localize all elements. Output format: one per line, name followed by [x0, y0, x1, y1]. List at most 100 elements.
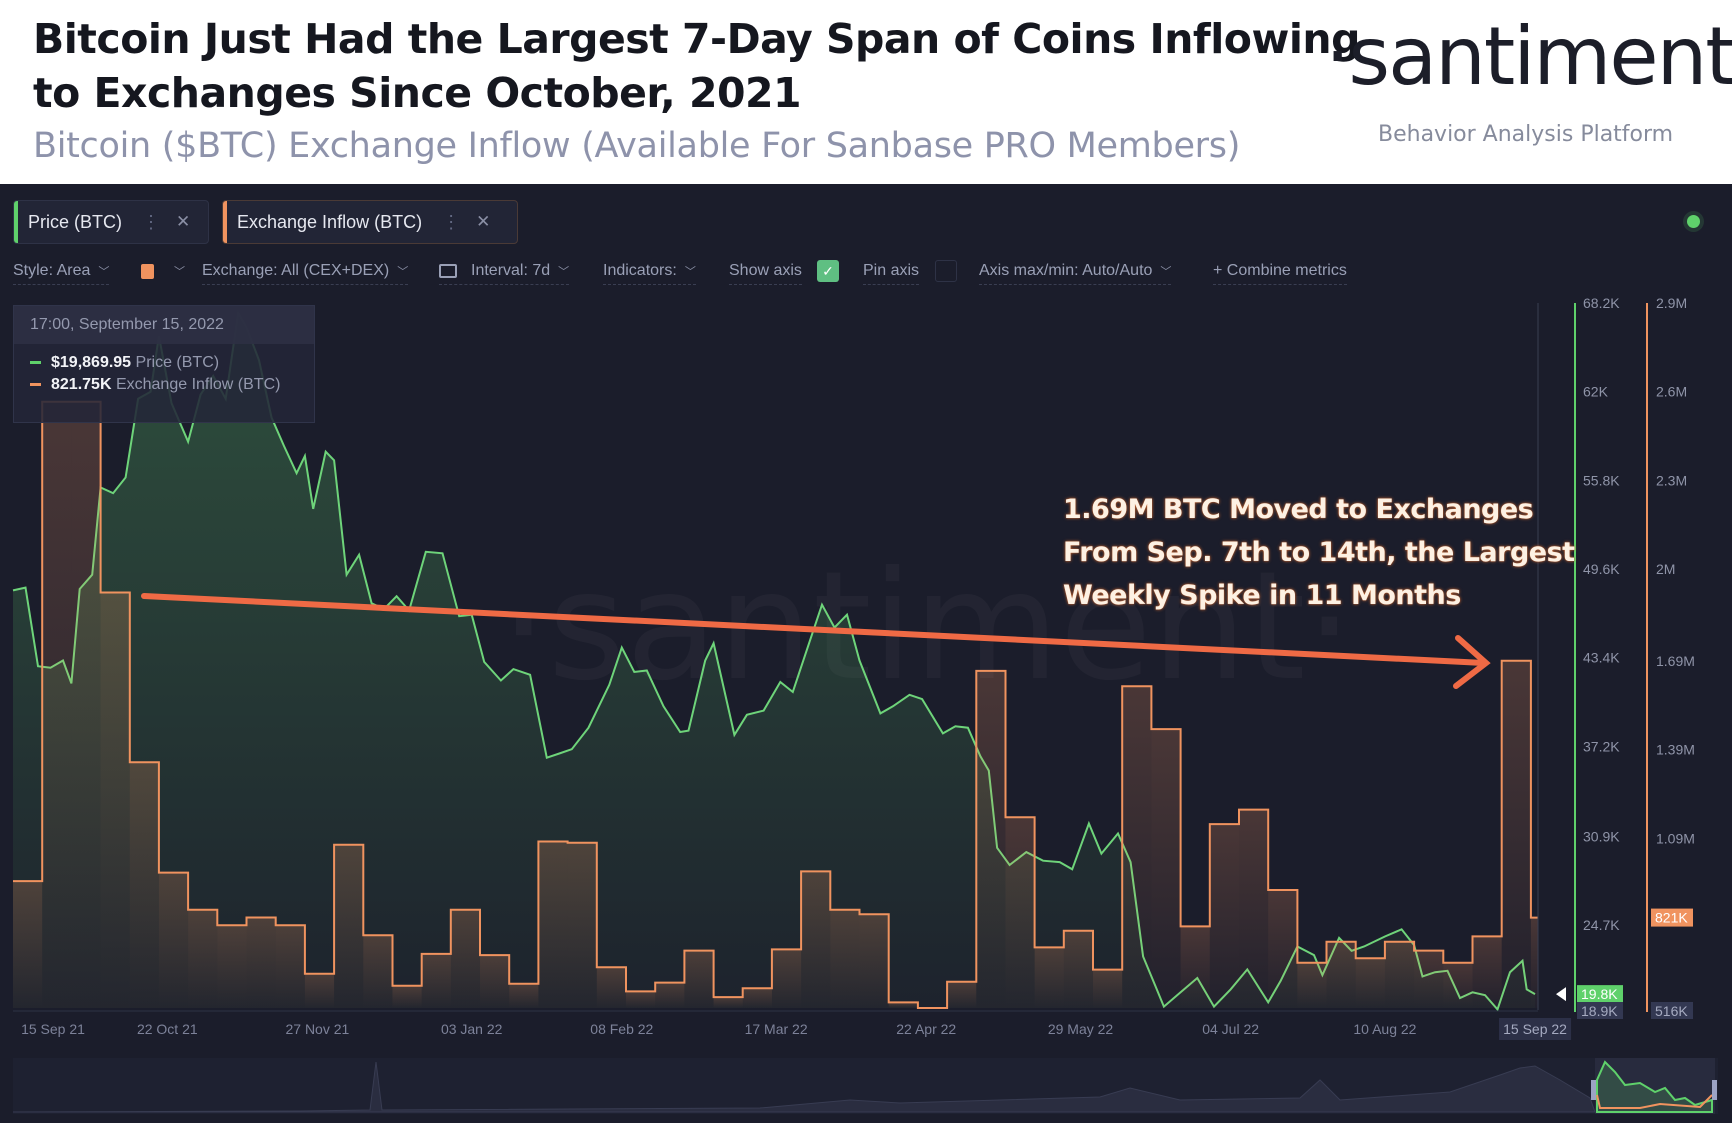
inflow-week-bar	[567, 842, 597, 1008]
minimap-history-area	[12, 1061, 1596, 1113]
tooltip-price-row: $19,869.95 Price (BTC)	[14, 354, 314, 372]
page-title: Bitcoin Just Had the Largest 7-Day Span …	[33, 12, 1360, 120]
inflow-week-bar	[1472, 936, 1502, 1008]
inflow-week-bar	[1384, 941, 1415, 1008]
inflow-week-bar	[71, 401, 101, 1008]
x-tick-label: 27 Nov 21	[285, 1021, 349, 1037]
axis-maxmin-label: Axis max/min: Auto/Auto	[979, 262, 1153, 279]
inflow-week-bar	[1326, 941, 1356, 1008]
current-price-label: 19.8K	[1581, 986, 1618, 1002]
style-dropdown[interactable]: Style: Area ﹀	[13, 262, 110, 285]
inflow-week-bar	[1122, 686, 1152, 1008]
inflow-week-bar	[363, 935, 393, 1008]
inflow-tick-label: 2.6M	[1656, 384, 1687, 400]
inflow-week-bar	[713, 997, 743, 1008]
tooltip-inflow-label: Exchange Inflow (BTC)	[115, 376, 281, 393]
annotation-line-2: From Sep. 7th to 14th, the Largest	[1063, 537, 1575, 568]
minimap-left-handle[interactable]	[1591, 1080, 1596, 1100]
min-inflow-badge	[1651, 1002, 1693, 1019]
tab-exchange-inflow-btc[interactable]: Exchange Inflow (BTC) ⋮ ✕	[222, 200, 518, 244]
annotation-line-1: 1.69M BTC Moved to Exchanges	[1063, 494, 1534, 525]
tooltip-price-value: $19,869.95	[51, 354, 132, 371]
show-axis-label: Show axis	[729, 262, 802, 285]
tab-color-bar	[14, 201, 18, 243]
annotation-arrow	[141, 593, 1491, 689]
tab-price-btc[interactable]: Price (BTC) ⋮ ✕	[13, 200, 209, 244]
interval-label: Interval: 7d	[471, 262, 551, 279]
inflow-week-bar	[655, 982, 685, 1008]
inflow-week-bar	[509, 983, 539, 1008]
inflow-tick-label: 2.9M	[1656, 295, 1687, 311]
price-tick-label: 24.7K	[1583, 917, 1620, 933]
page-subtitle: Bitcoin ($BTC) Exchange Inflow (Availabl…	[33, 126, 1241, 166]
checkmark-icon: ✓	[822, 263, 834, 279]
indicators-dropdown[interactable]: Indicators: ﹀	[603, 262, 696, 285]
interval-dropdown[interactable]: Interval: 7d ﹀	[439, 262, 570, 285]
inflow-week-bar	[1268, 890, 1298, 1008]
inflow-week-bar	[1443, 962, 1473, 1008]
x-tick-label: 22 Apr 22	[896, 1021, 956, 1037]
tooltip-inflow-value: 821.75K	[51, 376, 112, 393]
inflow-week-bar	[742, 988, 772, 1008]
exchange-dropdown[interactable]: Exchange: All (CEX+DEX) ﹀	[202, 262, 409, 285]
more-options-icon[interactable]: ⋮	[142, 211, 160, 232]
pin-axis-checkbox[interactable]	[935, 260, 957, 282]
close-icon[interactable]: ✕	[476, 212, 491, 231]
santiment-logo: ·santiment·	[1325, 10, 1732, 103]
axis-maxmin-dropdown[interactable]: Axis max/min: Auto/Auto ﹀	[979, 262, 1172, 285]
status-dot-icon	[1687, 215, 1700, 228]
current-inflow-label: 821K	[1655, 910, 1688, 926]
inflow-week-bar	[450, 909, 481, 1008]
tab-color-bar	[223, 201, 227, 243]
chevron-down-icon: ﹀	[98, 266, 110, 278]
tab-label: Price (BTC)	[28, 211, 122, 232]
inflow-line	[13, 400, 1538, 1009]
chevron-down-icon: ﹀	[397, 266, 409, 278]
title-line-1: Bitcoin Just Had the Largest 7-Day Span …	[33, 15, 1360, 63]
x-tick-label: 17 Mar 22	[745, 1021, 808, 1037]
navigator-minimap[interactable]	[12, 1058, 1718, 1114]
annotation-line-3: Weekly Spike in 11 Months	[1063, 580, 1461, 611]
inflow-week-bar	[830, 909, 860, 1008]
tooltip-inflow-row: 821.75K Exchange Inflow (BTC)	[14, 376, 314, 394]
inflow-week-bar	[801, 871, 831, 1008]
inflow-week-bar	[480, 955, 510, 1008]
inflow-week-bar	[275, 925, 305, 1008]
chart-tooltip: 17:00, September 15, 2022 $19,869.95 Pri…	[13, 305, 315, 423]
more-options-icon[interactable]: ⋮	[442, 211, 461, 232]
inflow-week-bar	[1501, 660, 1531, 1008]
minimap-price-line	[1596, 1060, 1713, 1113]
inflow-week-bar	[596, 967, 626, 1008]
minimap-inflow-line	[1596, 1094, 1713, 1109]
style-label: Style: Area	[13, 262, 91, 279]
inflow-tick-label: 1.69M	[1656, 653, 1695, 669]
inflow-week-bar	[217, 925, 247, 1008]
color-swatch[interactable]	[141, 264, 154, 279]
inflow-week-bar	[1238, 809, 1269, 1008]
header: Bitcoin Just Had the Largest 7-Day Span …	[0, 0, 1732, 184]
min-price-label: 18.9K	[1581, 1003, 1618, 1019]
current-inflow-badge	[1651, 908, 1693, 927]
chevron-down-icon: ﹀	[684, 266, 696, 278]
inflow-week-bar	[538, 841, 568, 1008]
inflow-week-bar	[1093, 969, 1123, 1008]
inflow-week-bar	[684, 950, 714, 1008]
combine-metrics-button[interactable]: + Combine metrics	[1213, 262, 1347, 285]
price-tick-label: 30.9K	[1583, 828, 1620, 844]
inflow-week-bar	[1209, 824, 1239, 1008]
color-dropdown[interactable]: ﹀	[166, 262, 185, 284]
inflow-week-bar	[129, 762, 159, 1008]
inflow-week-bar	[13, 881, 43, 1008]
indicators-label: Indicators:	[603, 262, 677, 279]
logo-tagline: Behavior Analysis Platform	[1378, 122, 1674, 147]
x-tick-highlight	[1499, 1018, 1572, 1040]
inflow-week-bar	[1355, 958, 1385, 1008]
minimap-right-handle[interactable]	[1712, 1080, 1717, 1100]
inflow-tick-label: 1.39M	[1656, 742, 1695, 758]
tab-label: Exchange Inflow (BTC)	[237, 211, 423, 232]
inflow-week-bar	[1297, 962, 1327, 1008]
x-tick-label: 15 Sep 21	[21, 1021, 85, 1037]
show-axis-checkbox[interactable]: ✓	[817, 260, 839, 282]
close-icon[interactable]: ✕	[176, 212, 191, 231]
